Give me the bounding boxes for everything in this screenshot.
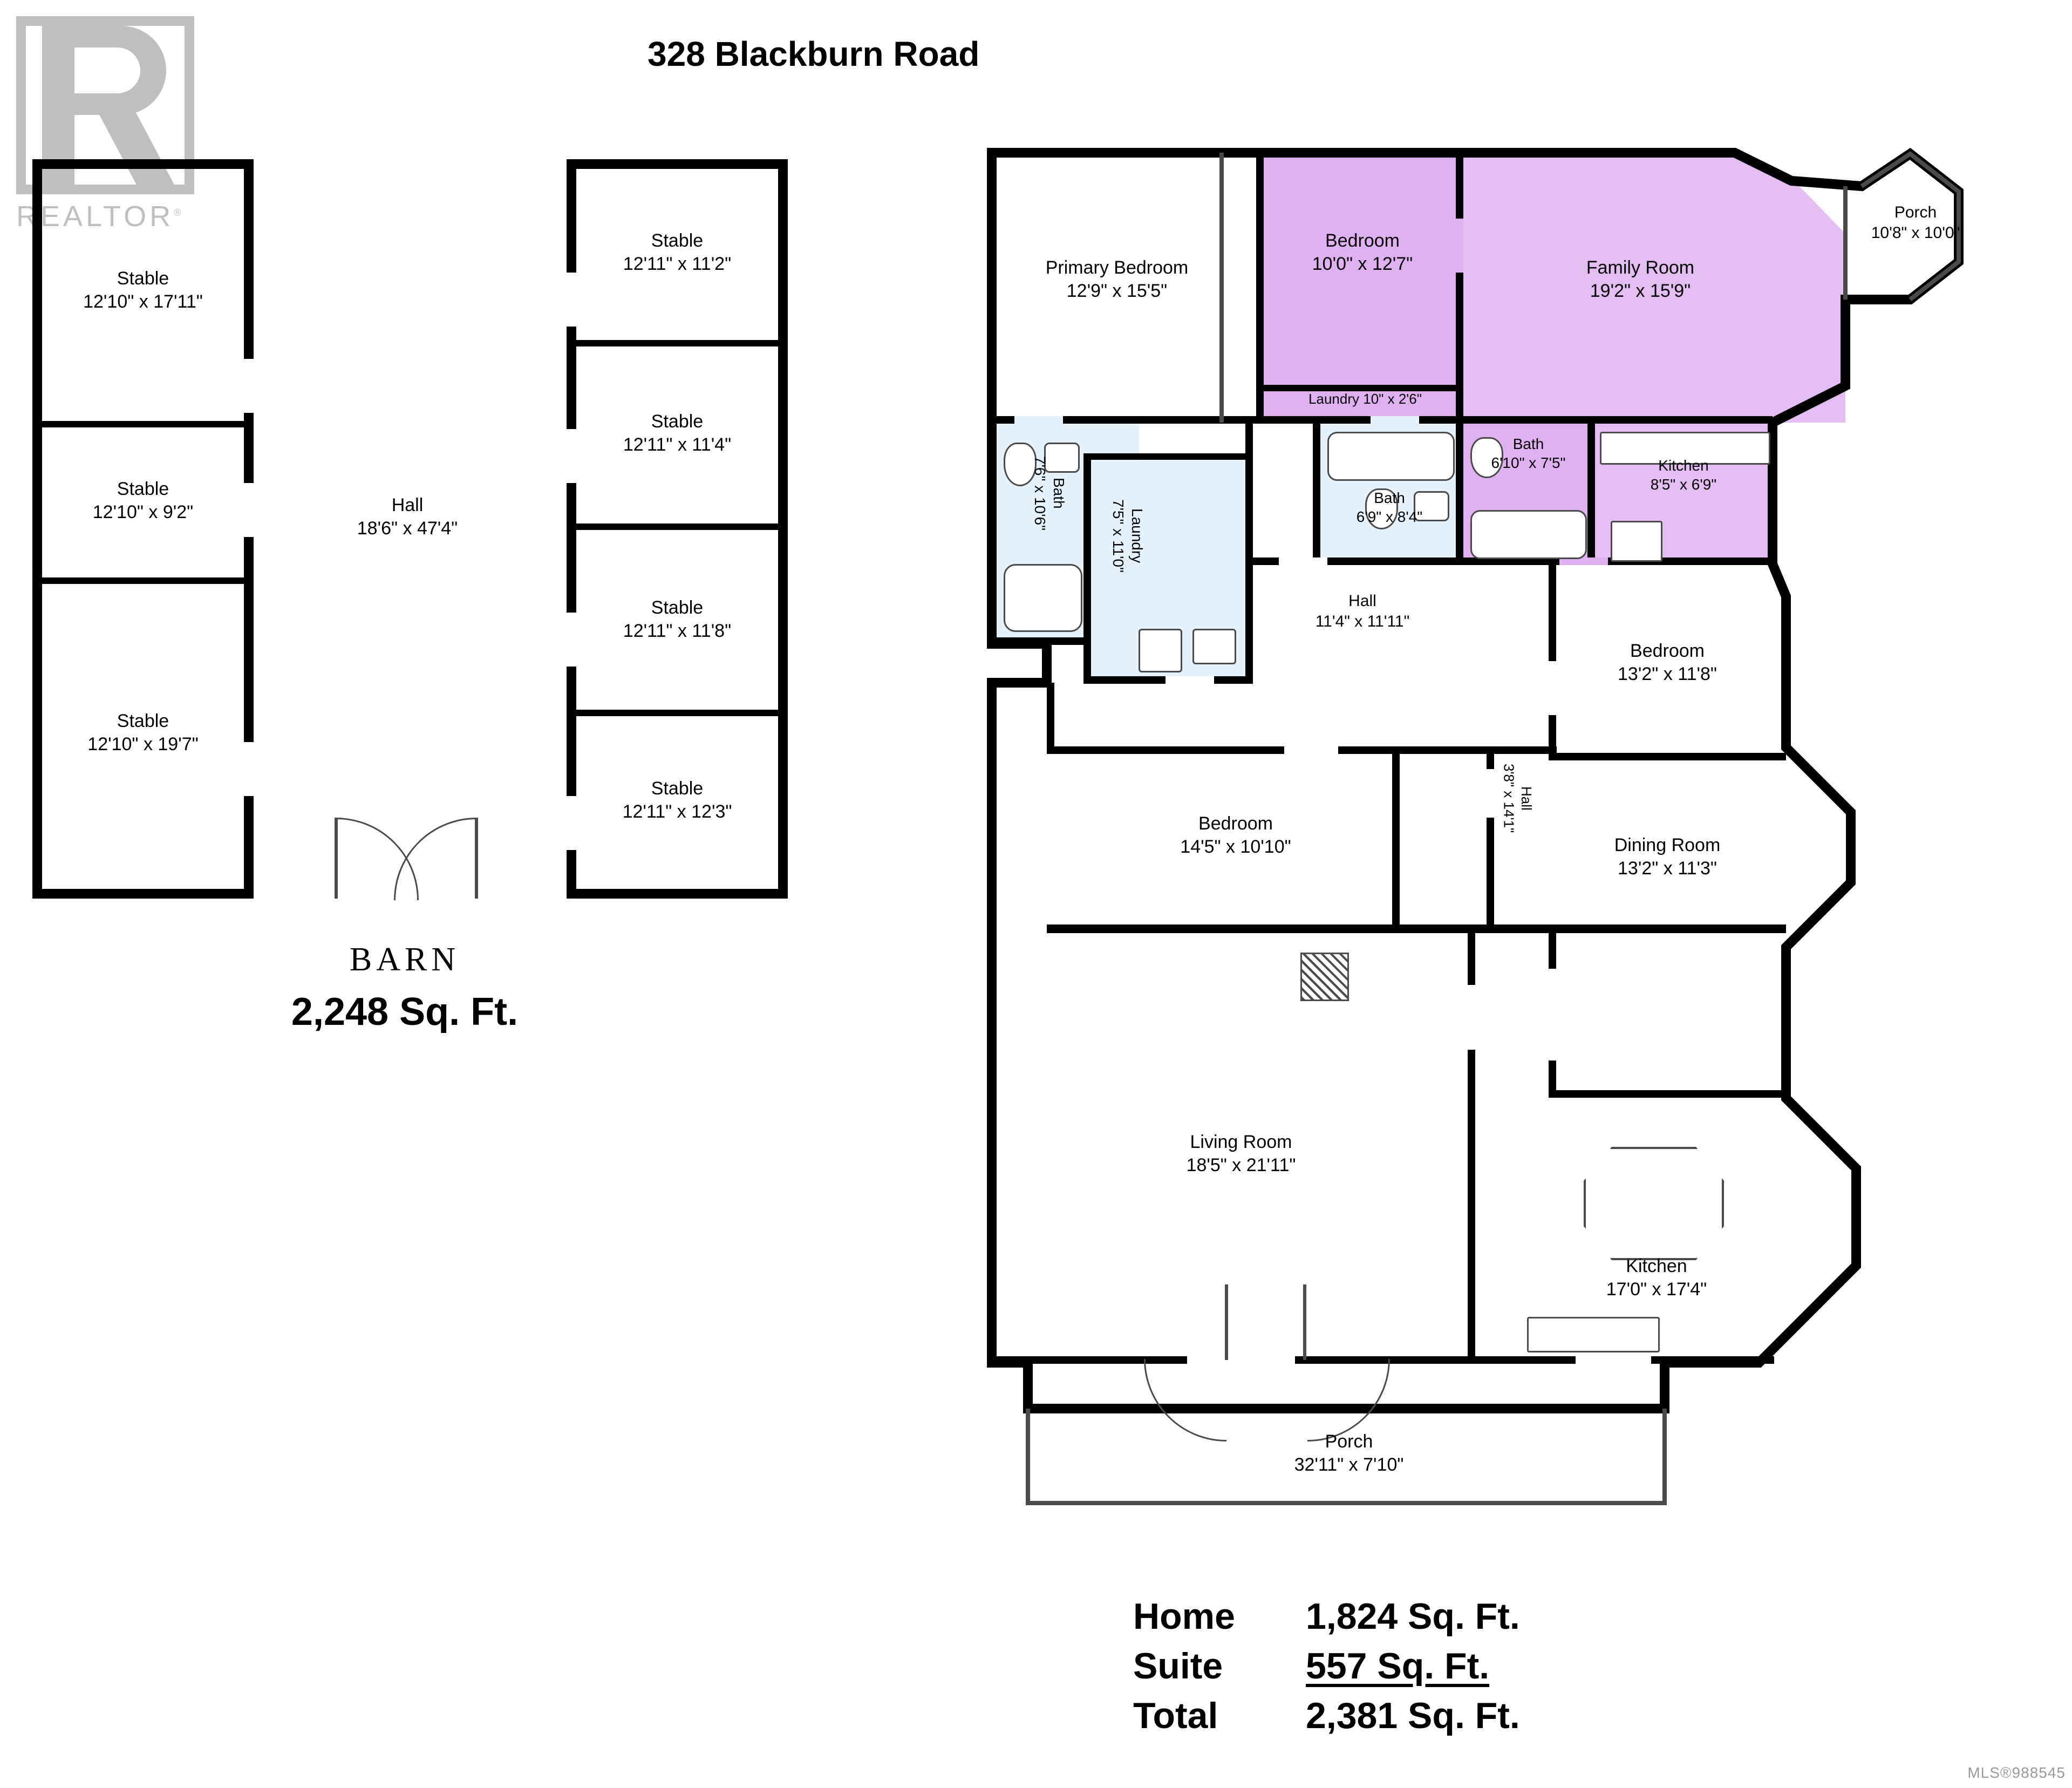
- suite-bath-label: Bath 6'10" x 7'5": [1470, 434, 1586, 472]
- footer-suite-label: Suite: [1133, 1642, 1306, 1691]
- barn-right-stable-4-label: Stable 12'11" x 12'3": [599, 777, 755, 823]
- tub-icon: [1327, 432, 1455, 481]
- primary-bedroom-label: Primary Bedroom 12'9" x 15'5": [1014, 256, 1219, 302]
- footer-total-label: Total: [1133, 1691, 1306, 1741]
- center-hall-label: Hall 11'4" x 11'11": [1273, 591, 1451, 631]
- barn-sqft: 2,248 Sq. Ft.: [216, 988, 594, 1036]
- barn-left-stable-2-label: Stable 12'10" x 9'2": [65, 478, 221, 524]
- main-bath-label: Bath7'6" x 10'6": [1031, 456, 1068, 531]
- suite-laundry-label: Laundry 10" x 2'6": [1287, 390, 1443, 408]
- counter-icon: [1527, 1317, 1660, 1352]
- mls-watermark: MLS®988545: [1967, 1764, 2066, 1782]
- suite-family-label: Family Room 19'2" x 15'9": [1532, 256, 1748, 302]
- tub-icon: [1470, 510, 1587, 559]
- barn-right-stable-2-label: Stable 12'11" x 11'4": [599, 410, 755, 456]
- floor-vent-icon: [1300, 953, 1349, 1001]
- barn-title: BARN: [248, 939, 561, 981]
- barn-right-stable-1-label: Stable 12'11" x 11'2": [599, 229, 755, 275]
- stove-icon: [1611, 521, 1662, 562]
- porch-ne-label: Porch 10'8" x 10'0": [1845, 202, 1986, 243]
- footer-total-value: 2,381 Sq. Ft.: [1306, 1691, 1520, 1741]
- bedroom-e-label: Bedroom 13'2" x 11'8": [1570, 640, 1764, 685]
- center-bath-label: Bath 6'9" x 8'4": [1327, 488, 1451, 526]
- washer-icon: [1139, 629, 1182, 672]
- page-title: 328 Blackburn Road: [648, 32, 979, 76]
- footer-suite-value: 557 Sq. Ft.: [1306, 1642, 1489, 1691]
- house-plan: Primary Bedroom 12'9" x 15'5" Bedroom 10…: [982, 121, 2040, 1541]
- suite-bedroom-label: Bedroom 10'0" x 12'7": [1282, 229, 1443, 275]
- living-label: Living Room 18'5" x 21'11": [1133, 1131, 1349, 1177]
- barn-left-stable-3-label: Stable 12'10" x 19'7": [65, 710, 221, 756]
- barn-plan: Stable 12'10" x 17'11" Stable 12'10" x 9…: [32, 159, 788, 899]
- kitchen-main-label: Kitchen 17'0" x 17'4": [1559, 1255, 1754, 1301]
- floorplan-canvas: REALTOR® 328 Blackburn Road: [0, 0, 2072, 1788]
- porch-south-label: Porch 32'11" x 7'10": [1214, 1430, 1484, 1476]
- sqft-summary: Home 1,824 Sq. Ft. Suite 557 Sq. Ft. Tot…: [1133, 1592, 1835, 1741]
- barn-left-stable-1-label: Stable 12'10" x 17'11": [65, 267, 221, 313]
- tub-icon: [1004, 564, 1082, 632]
- bedroom-w-label: Bedroom 14'5" x 10'10": [1144, 812, 1327, 858]
- main-laundry-label: Laundry7'5" x 11'0": [1109, 499, 1147, 573]
- barn-right-stable-3-label: Stable 12'11" x 11'8": [599, 596, 755, 642]
- dining-label: Dining Room 13'2" x 11'3": [1570, 834, 1764, 880]
- kitchen-island-icon: [1584, 1147, 1724, 1260]
- vert-hall-label: Hall3'8" x 14'1": [1500, 764, 1535, 833]
- barn-hall-label: Hall 18'6" x 47'4": [329, 494, 486, 540]
- footer-home-value: 1,824 Sq. Ft.: [1306, 1592, 1520, 1642]
- footer-home-label: Home: [1133, 1592, 1306, 1642]
- suite-kitchen-label: Kitchen 8'5" x 6'9": [1603, 456, 1764, 494]
- sink-icon: [1192, 629, 1236, 664]
